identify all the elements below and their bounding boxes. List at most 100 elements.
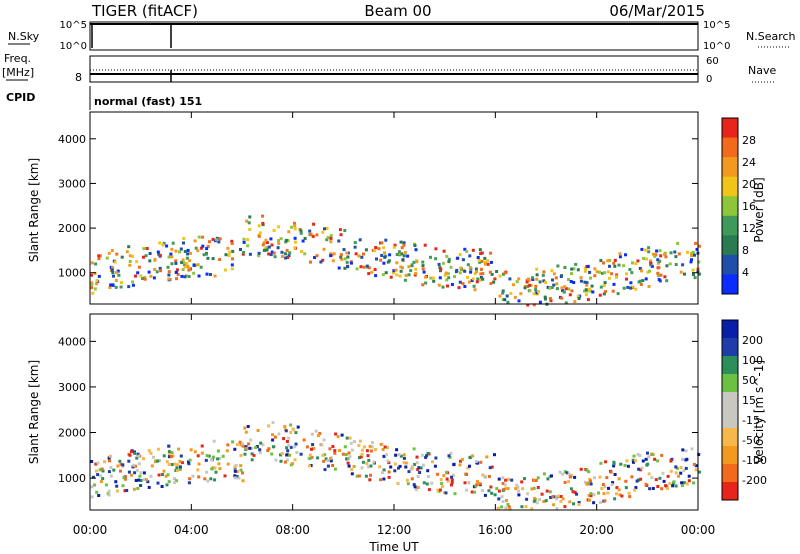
echo-cell	[692, 481, 695, 485]
echo-cell	[110, 268, 114, 272]
echo-cell	[663, 252, 666, 256]
echo-cell	[115, 489, 119, 493]
echo-cell	[368, 444, 372, 448]
echo-cell	[246, 238, 250, 242]
echo-cell	[115, 252, 119, 256]
echo-cell	[108, 454, 112, 458]
echo-cell	[308, 453, 312, 457]
echo-cell	[358, 238, 362, 242]
echo-cell	[431, 276, 435, 280]
echo-cell	[255, 445, 259, 449]
echo-cell	[323, 453, 327, 457]
colorbar-swatch	[722, 196, 738, 217]
echo-cell	[147, 485, 151, 489]
echo-cell	[381, 448, 385, 451]
echo-cell	[257, 251, 261, 255]
echo-cell	[674, 471, 678, 475]
echo-cell	[248, 228, 252, 231]
echo-cell	[181, 258, 185, 262]
echo-cell	[112, 274, 115, 278]
echo-cell	[176, 273, 180, 277]
echo-cell	[331, 464, 335, 467]
echo-cell	[185, 262, 189, 265]
echo-cell	[261, 214, 264, 218]
echo-cell	[695, 247, 699, 251]
echo-cell	[205, 247, 209, 251]
echo-cell	[293, 221, 296, 225]
echo-cell	[174, 479, 178, 483]
echo-cell	[412, 260, 416, 264]
echo-cell	[175, 277, 178, 281]
echo-cell	[694, 464, 698, 468]
echo-cell	[132, 463, 136, 467]
echo-cell	[309, 260, 312, 264]
echo-cell	[384, 238, 388, 242]
echo-cell	[589, 289, 593, 293]
echo-cell	[588, 477, 592, 481]
echo-cell	[242, 237, 246, 241]
echo-cell	[109, 283, 113, 287]
beam-title: Beam 00	[364, 2, 431, 20]
echo-cell	[481, 473, 485, 477]
echo-cell	[646, 462, 650, 466]
echo-cell	[647, 285, 651, 288]
echo-cell	[94, 469, 98, 473]
echo-cell	[507, 505, 511, 509]
echo-cell	[329, 254, 333, 258]
echo-cell	[382, 477, 386, 481]
echo-cell	[204, 458, 208, 462]
echo-cell	[93, 287, 97, 291]
echo-cell	[697, 244, 701, 248]
echo-cell	[104, 483, 108, 487]
echo-cell	[484, 260, 487, 264]
echo-cell	[440, 481, 444, 485]
echo-cell	[446, 272, 450, 276]
echo-cell	[613, 473, 617, 476]
echo-cell	[478, 248, 482, 252]
echo-cell	[445, 470, 449, 474]
echo-cell	[640, 466, 644, 470]
echo-cell	[395, 253, 399, 256]
echo-cell	[615, 486, 619, 490]
echo-cell	[116, 464, 120, 468]
echo-cell	[682, 469, 686, 473]
echo-cell	[109, 474, 113, 478]
echo-cell	[97, 494, 101, 497]
echo-cell	[211, 237, 215, 241]
echo-cell	[367, 266, 371, 270]
echo-cell	[261, 443, 265, 447]
echo-cell	[422, 481, 426, 485]
x-tick-label: 08:00	[275, 523, 310, 537]
echo-cell	[389, 465, 393, 469]
echo-cell	[165, 460, 169, 464]
echo-cell	[626, 285, 630, 289]
x-tick-label: 20:00	[579, 523, 614, 537]
echo-cell	[525, 280, 529, 284]
echo-cell	[294, 431, 298, 435]
echo-cell	[250, 452, 254, 456]
echo-cell	[203, 477, 207, 481]
echo-cell	[638, 454, 642, 457]
echo-cell	[603, 485, 607, 489]
echo-cell	[201, 244, 205, 248]
echo-cell	[399, 269, 403, 273]
echo-cell	[639, 477, 643, 481]
echo-cell	[212, 455, 215, 459]
echo-cell	[213, 274, 217, 278]
echo-cell	[486, 259, 490, 263]
echo-cell	[188, 458, 192, 462]
echo-cell	[162, 469, 166, 473]
echo-cell	[636, 259, 640, 263]
echo-cell	[681, 448, 685, 452]
echo-cell	[470, 279, 474, 282]
echo-cell	[128, 260, 132, 263]
echo-cell	[373, 268, 377, 271]
colorbar-swatch	[722, 137, 738, 158]
echo-cell	[535, 273, 539, 277]
echo-cell	[177, 447, 181, 451]
echo-cell	[569, 280, 573, 283]
echo-cell	[535, 501, 539, 505]
x-axis-label: Time UT	[368, 540, 419, 554]
echo-cell	[570, 267, 574, 271]
colorbar-tick-label: -50	[742, 434, 760, 447]
